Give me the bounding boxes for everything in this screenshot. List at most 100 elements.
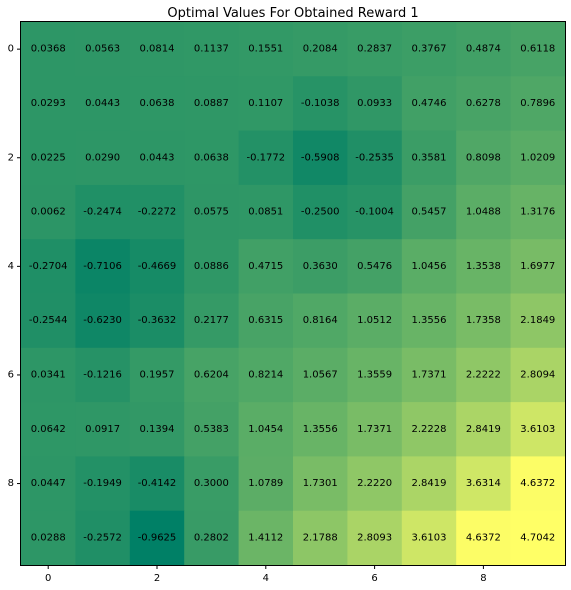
heatmap-cell [510,22,566,77]
heatmap-cell [238,239,294,294]
heatmap-cell [347,456,403,512]
heatmap-cell [510,347,566,403]
heatmap-cell [129,510,185,566]
cell-value-label: 0.0293 [31,98,66,109]
cell-value-label: 0.4715 [248,261,283,272]
cell-value-label: 4.6372 [466,532,501,543]
cell-value-label: 0.4746 [412,98,447,109]
heatmap-cell [21,293,76,349]
cell-value-label: 1.7371 [357,424,392,435]
cell-value-label: 2.2228 [412,424,447,435]
y-tick-label: 0 [8,44,14,55]
heatmap-cell [401,293,457,349]
cell-value-label: -0.2544 [29,315,68,326]
cell-value-label: 1.3556 [412,315,447,326]
heatmap-cell [510,456,566,512]
heatmap-cell [129,76,185,132]
heatmap-cell [456,456,512,512]
heatmap-cell [401,347,457,403]
cell-value-label: 1.7371 [412,369,447,380]
cell-value-label: 0.0368 [31,44,66,55]
cell-value-label: 0.3767 [412,44,447,55]
y-tick-label: 6 [8,369,14,380]
heatmap-cell [456,184,512,240]
heatmap-cell [238,76,294,132]
cell-value-label: 0.1107 [248,98,283,109]
cell-value-label: 0.3581 [412,152,447,163]
heatmap-cell [456,347,512,403]
cell-value-label: -0.2474 [83,207,122,218]
cell-value-label: 2.2220 [357,478,392,489]
cell-value-label: 0.6315 [248,315,283,326]
heatmap-cell [21,184,76,240]
heatmap-cell [184,130,240,186]
cell-value-label: 0.0851 [248,207,283,218]
cell-value-label: 4.7042 [520,532,555,543]
heatmap-cell [238,510,294,566]
heatmap-cell [129,239,185,294]
cell-value-label: 0.0887 [194,98,229,109]
heatmap-cell [129,456,185,512]
cell-value-label: 0.3630 [303,261,338,272]
cell-value-label: 0.3000 [194,478,229,489]
heatmap-cell [129,402,185,457]
heatmap-cell [75,456,131,512]
heatmap-cell [21,402,76,457]
chart-title: Optimal Values For Obtained Reward 1 [167,6,418,21]
heatmap-cell [238,130,294,186]
heatmap-cell [456,293,512,349]
heatmap-cells [21,22,566,566]
cell-value-label: 0.8164 [303,315,338,326]
y-tick-label: 4 [8,261,14,272]
y-axis: 0 2 4 6 8 [8,44,21,489]
y-tick-label: 2 [8,152,14,163]
cell-value-label: -0.4142 [138,478,177,489]
heatmap-cell [184,76,240,132]
cell-value-label: -0.2272 [138,207,177,218]
cell-value-label: -0.2704 [29,261,68,272]
heatmap-cell [75,130,131,186]
cell-value-label: 0.2177 [194,315,229,326]
heatmap-cell [347,130,403,186]
cell-value-label: 0.2802 [194,532,229,543]
x-axis: 0 2 4 6 8 [45,565,487,584]
heatmap-cell [347,76,403,132]
cell-value-label: -0.1772 [246,152,285,163]
cell-value-label: 0.0443 [140,152,175,163]
y-tick-label: 8 [8,478,14,489]
heatmap-cell [510,184,566,240]
cell-value-label: 0.2837 [357,44,392,55]
cell-value-label: 1.0488 [466,207,501,218]
cell-value-label: 2.8419 [412,478,447,489]
x-tick-label: 2 [154,573,160,584]
heatmap-cell [21,22,76,77]
cell-value-label: 0.8098 [466,152,501,163]
heatmap-cell [401,510,457,566]
cell-value-label: 0.1551 [248,44,283,55]
cell-value-label: 0.0575 [194,207,229,218]
heatmap-cell [238,456,294,512]
cell-value-label: 1.0567 [303,369,338,380]
cell-value-label: 2.1788 [303,532,338,543]
heatmap-cell [184,22,240,77]
heatmap-cell [293,510,348,566]
cell-value-label: -0.3632 [138,315,177,326]
cell-value-label: 0.0447 [31,478,66,489]
cell-value-label: 0.1957 [140,369,175,380]
cell-value-label: 0.0288 [31,532,66,543]
heatmap-cell [456,402,512,457]
cell-value-label: 1.3556 [303,424,338,435]
heatmap-cell [293,184,348,240]
cell-value-label: 2.8094 [520,369,555,380]
cell-value-label: 0.0917 [85,424,120,435]
heatmap-cell [510,402,566,457]
cell-value-label: -0.4669 [138,261,177,272]
heatmap-cell [347,402,403,457]
cell-value-label: 0.6278 [466,98,501,109]
heatmap-cell [293,22,348,77]
heatmap-cell [347,293,403,349]
heatmap-cell [184,239,240,294]
heatmap-cell [184,293,240,349]
heatmap-cell [21,239,76,294]
